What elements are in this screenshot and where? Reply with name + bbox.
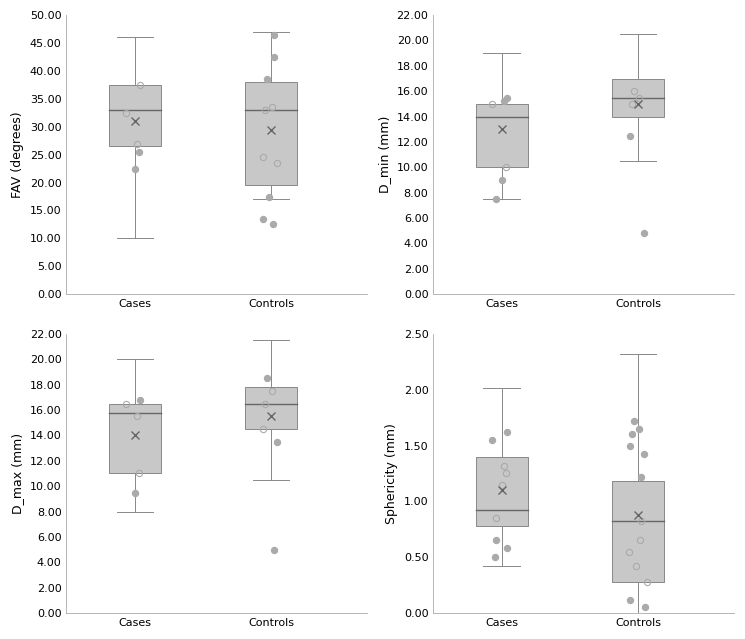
- Y-axis label: Sphericity (mm): Sphericity (mm): [385, 423, 398, 524]
- Bar: [109, 85, 161, 146]
- Y-axis label: FAV (degrees): FAV (degrees): [11, 111, 25, 198]
- Y-axis label: D_max (mm): D_max (mm): [11, 433, 24, 514]
- Bar: [476, 457, 527, 526]
- Bar: [245, 82, 297, 185]
- Bar: [245, 387, 297, 429]
- Bar: [109, 404, 161, 473]
- Bar: [612, 79, 665, 116]
- Bar: [612, 481, 665, 581]
- Y-axis label: D_min (mm): D_min (mm): [378, 116, 391, 194]
- Bar: [476, 104, 527, 167]
